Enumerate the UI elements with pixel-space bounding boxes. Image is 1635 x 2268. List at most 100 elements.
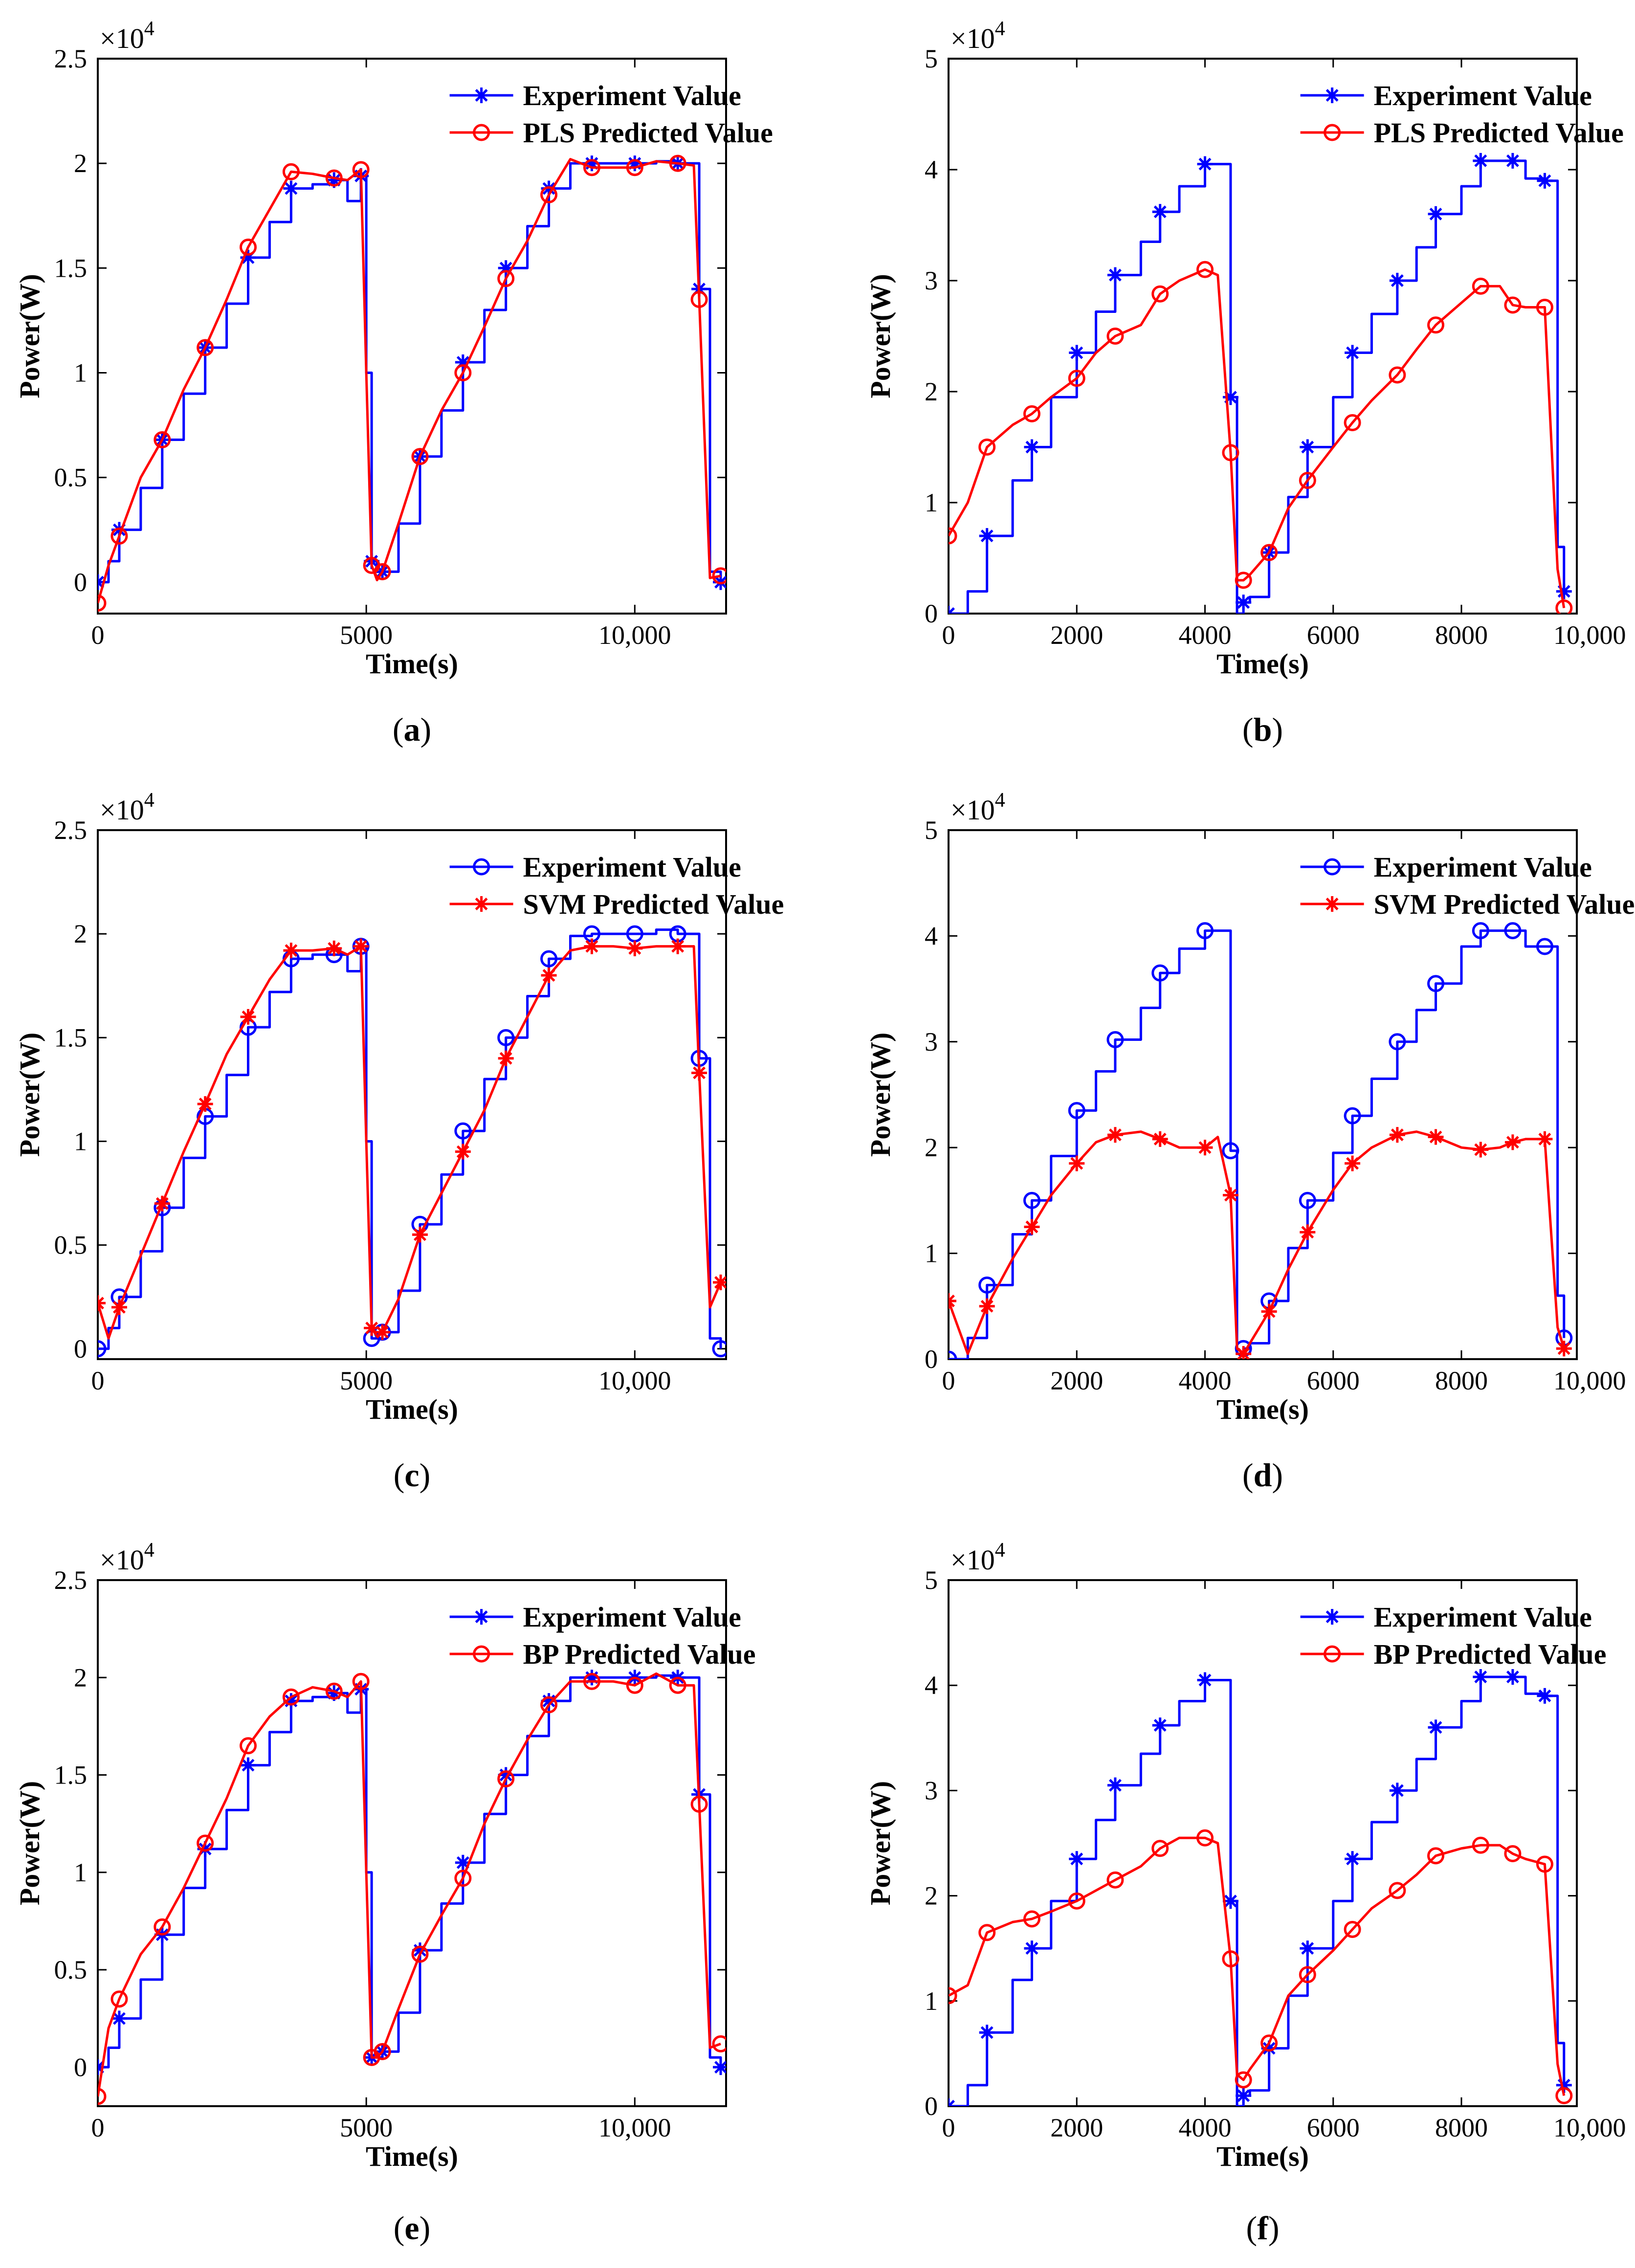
y-tick-label: 2.5 [54, 815, 88, 845]
data-point [110, 528, 128, 545]
data-point [949, 527, 957, 545]
data-point [713, 1275, 726, 1290]
data-point [1427, 975, 1445, 992]
data-point [1260, 2034, 1278, 2052]
x-tick-label: 0 [942, 620, 955, 650]
legend-marker [473, 1609, 489, 1625]
legend-label: BP Predicted Value [1374, 1638, 1607, 1670]
data-point [1236, 595, 1252, 611]
y-tick-label: 3 [925, 1776, 938, 1805]
data-point [584, 155, 600, 172]
data-point [454, 364, 472, 381]
data-point [326, 940, 342, 956]
legend: Experiment Value SVM Predicted Value [449, 851, 784, 920]
data-point [1197, 156, 1213, 172]
data-point [1197, 1140, 1213, 1156]
data-point [110, 1990, 128, 2008]
data-point [1222, 1142, 1239, 1160]
series-predicted [949, 1127, 1572, 1359]
y-tick-label: 3 [925, 1027, 938, 1057]
chart-panel-d: 0 1 2 3 4 5 0 2000 4000 6000 8000 10,000 ×104 Time(s)… [864, 789, 1635, 1494]
x-tick-label: 2000 [1050, 620, 1103, 650]
data-point [326, 1685, 342, 1701]
data-point [1024, 1219, 1040, 1235]
panel-caption: (b) [1242, 711, 1283, 748]
x-axis-label: Time(s) [1216, 648, 1309, 680]
series-experiment [949, 922, 1573, 1359]
data-point [283, 1693, 299, 1709]
data-point [1344, 1920, 1361, 1938]
data-point [1222, 1893, 1238, 1909]
data-point [111, 1299, 127, 1315]
data-point [1537, 1688, 1553, 1704]
data-point [282, 163, 300, 180]
x-tick-label: 10,000 [598, 2113, 671, 2142]
data-point [326, 172, 342, 188]
data-point [626, 159, 643, 176]
data-point [240, 1737, 257, 1755]
legend-marker [1324, 896, 1340, 912]
y-tick-label: 2 [925, 1881, 938, 1911]
data-point [197, 339, 214, 356]
panel-caption: (f) [1246, 2209, 1280, 2246]
x-tick-label: 4000 [1178, 1366, 1231, 1395]
y-tick-label: 0 [925, 1344, 938, 1374]
y-tick-label: 2.5 [54, 44, 88, 73]
data-point [1300, 1940, 1316, 1957]
data-point [412, 1942, 428, 1959]
legend-label: Experiment Value [1374, 851, 1592, 883]
x-tick-label: 0 [91, 2113, 105, 2142]
data-point [1107, 267, 1123, 283]
data-point [1504, 1134, 1521, 1150]
data-point [1427, 316, 1445, 334]
data-point [498, 260, 514, 276]
data-point [1389, 1882, 1406, 1899]
data-point [1389, 273, 1405, 288]
x-axis-label: Time(s) [1216, 2140, 1309, 2172]
data-point [1068, 1892, 1085, 1910]
series-predicted [98, 1672, 726, 2105]
data-point [979, 2025, 995, 2041]
y-tick-label: 0 [925, 2092, 938, 2121]
data-point [1236, 1346, 1252, 1359]
data-point [154, 431, 171, 449]
panel-caption: (e) [394, 2209, 431, 2246]
y-tick-label: 2 [74, 1663, 87, 1692]
data-point [979, 1298, 995, 1314]
data-point [1300, 1224, 1316, 1240]
series-line [949, 159, 1566, 614]
data-point [1345, 345, 1361, 361]
data-point [497, 1029, 515, 1046]
data-point [1299, 1191, 1316, 1209]
legend: Experiment Value BP Predicted Value [1300, 1601, 1607, 1670]
y-tick-label: 0.5 [54, 463, 88, 492]
series-line [98, 945, 722, 1340]
legend-label: Experiment Value [523, 80, 741, 111]
data-point [949, 1293, 956, 1309]
data-point [540, 186, 558, 203]
series-experiment [949, 153, 1572, 614]
series-line [949, 268, 1566, 609]
legend-label: BP Predicted Value [523, 1638, 756, 1670]
series-line [949, 1130, 1566, 1355]
data-point [1299, 1966, 1316, 1983]
y-tick-label: 1 [925, 488, 938, 517]
data-point [497, 1770, 515, 1787]
data-point [1299, 472, 1316, 489]
data-point [1537, 1131, 1553, 1147]
x-tick-label: 4000 [1178, 620, 1231, 650]
x-tick-label: 5000 [340, 1366, 393, 1395]
series-experiment [98, 925, 726, 1358]
legend-marker [1324, 124, 1341, 141]
data-point [197, 1096, 213, 1112]
data-point [1069, 1155, 1085, 1171]
y-tick-label: 3 [925, 266, 938, 295]
data-point [364, 1320, 380, 1336]
data-point [352, 1673, 370, 1690]
data-point [454, 1122, 472, 1140]
data-point [240, 238, 257, 256]
data-point [1222, 389, 1238, 405]
data-point [154, 1918, 171, 1936]
data-point [626, 1676, 643, 1694]
data-point [455, 1144, 471, 1160]
